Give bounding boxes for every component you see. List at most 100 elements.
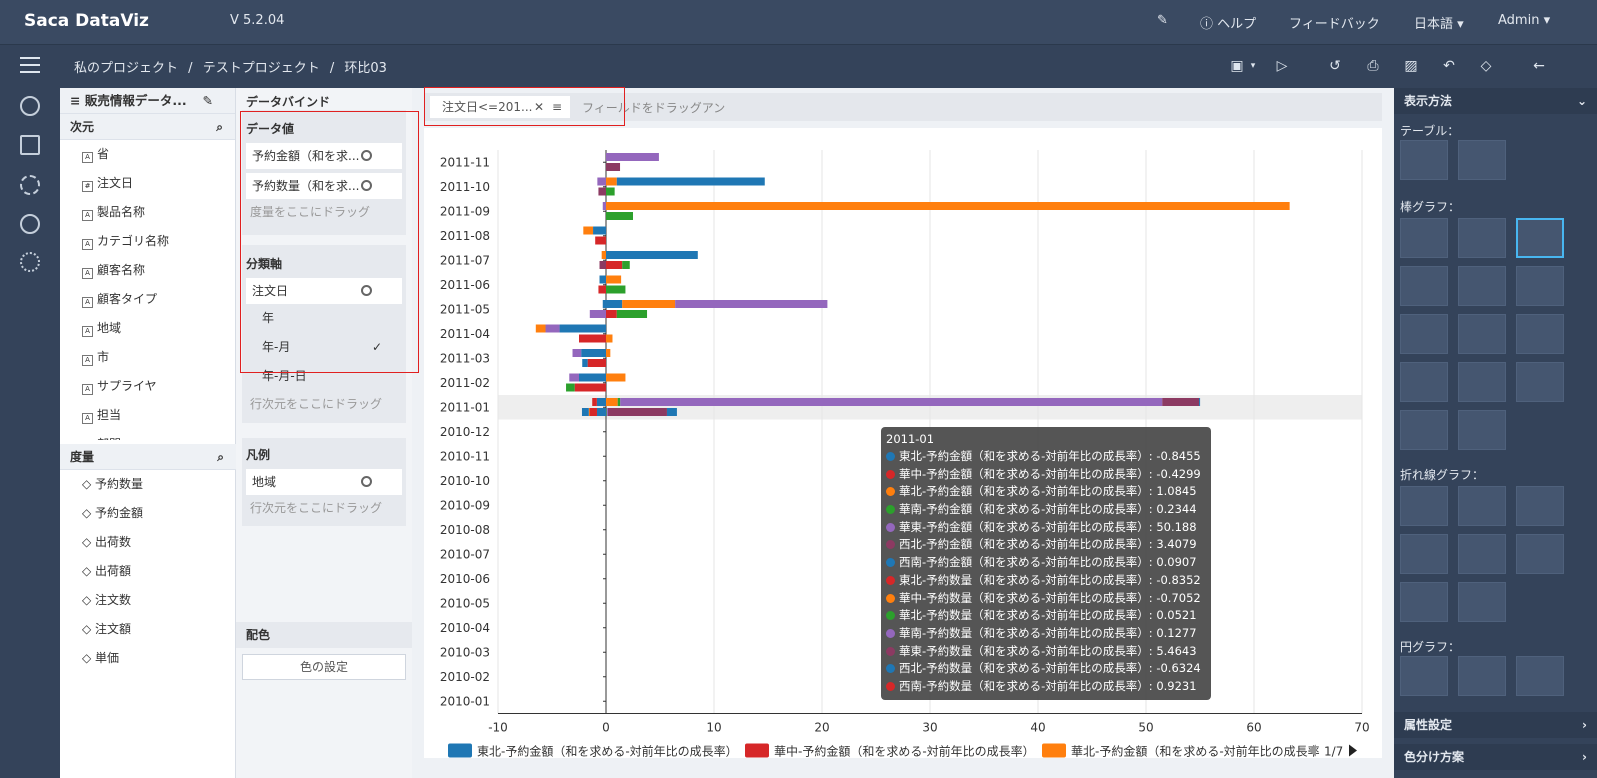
display-header[interactable]: 表示方法 ⌄ (1394, 88, 1597, 114)
dimension-item[interactable]: A 地域 (60, 314, 235, 343)
axis-drop-hint[interactable]: 行次元をここにドラッグ (250, 397, 383, 411)
measure-item[interactable]: ◇ 予約数量 (60, 470, 236, 499)
area-chart-thumb[interactable] (1458, 534, 1506, 574)
color-settings-button[interactable]: 色の設定 (242, 654, 406, 680)
breadcrumb-item[interactable]: 私のプロジェクト (74, 61, 179, 76)
quantity-bar (598, 285, 606, 294)
print-icon[interactable]: ⎙ (1367, 58, 1379, 74)
bar-line-chart-thumb[interactable] (1458, 314, 1506, 354)
image-icon[interactable]: ▨ (1404, 58, 1418, 74)
line-chart-thumb[interactable] (1400, 486, 1448, 526)
gear-icon[interactable] (361, 285, 372, 296)
user-menu[interactable]: Admin ▾ (1498, 13, 1551, 28)
pie-chart-thumb[interactable] (1458, 656, 1506, 696)
gear-icon[interactable] (361, 476, 372, 487)
dimension-item[interactable]: A カテゴリ名称 (60, 227, 235, 256)
datasource-name[interactable]: 販売情報データ... (84, 93, 187, 108)
waterfall-chart-thumb[interactable] (1458, 410, 1506, 450)
app-logo: Saca DataViz (24, 11, 149, 31)
attribute-settings[interactable]: 属性設定 › (1394, 712, 1597, 738)
axis-option-selected[interactable]: 年-月 ✓ (242, 333, 406, 362)
line-chart-thumb[interactable] (1458, 582, 1506, 622)
search-icon[interactable]: ⌕ (217, 450, 224, 464)
dimension-item[interactable]: A サプライヤ (60, 372, 235, 401)
sync-icon[interactable] (20, 175, 40, 195)
monitor-icon[interactable] (20, 135, 40, 155)
bar-chart[interactable]: -10 0 10 20 30 40 50 60 70 2011-11 2011-10 2011-09 2… (424, 128, 1382, 759)
color-scheme[interactable]: 色分け方案 › (1394, 744, 1597, 770)
language-select[interactable]: 日本語 ▾ (1414, 17, 1464, 32)
donut-chart-thumb[interactable] (1516, 656, 1564, 696)
parallel-chart-thumb[interactable] (1400, 582, 1448, 622)
settings-icon[interactable] (20, 252, 40, 272)
tag-icon[interactable]: ◇ (1480, 58, 1492, 74)
filter-drop-hint[interactable]: フィールドをドラッグアン (582, 101, 726, 115)
legend-drop-hint[interactable]: 行次元をここにドラッグ (250, 501, 383, 515)
play-icon[interactable] (20, 214, 40, 234)
radial-bar-chart-thumb[interactable] (1516, 362, 1564, 402)
dimension-item[interactable]: A 担当 (60, 401, 235, 430)
measure-item[interactable]: ◇ 注文額 (60, 615, 236, 644)
dimension-item[interactable]: A 顧客名称 (60, 256, 235, 285)
preview-icon[interactable]: ▷ (1276, 58, 1288, 74)
area-chart-thumb[interactable] (1400, 534, 1448, 574)
list-icon[interactable]: ≡ (551, 100, 562, 114)
step-area-chart-thumb[interactable] (1516, 534, 1564, 574)
dimension-item[interactable]: A 顧客タイプ (60, 285, 235, 314)
legend-pill[interactable]: 地域 (246, 469, 402, 495)
breadcrumb-item[interactable]: テストプロジェクト (202, 61, 320, 76)
tooltip-row: 西南-予約数量（和を求める-対前年比の成長率）: 0.9231 (886, 678, 1206, 696)
dimension-item[interactable]: A 製品名称 (60, 198, 235, 227)
back-icon[interactable]: ← (1533, 58, 1545, 74)
chevron-down-icon[interactable]: ⌄ (1576, 94, 1587, 108)
3d-bar-chart-thumb[interactable] (1400, 362, 1448, 402)
axis-pill[interactable]: 注文日 (246, 278, 402, 304)
undo-icon[interactable]: ↶ (1443, 58, 1455, 74)
measure-item[interactable]: ◇ 出荷数 (60, 528, 236, 557)
feedback-link[interactable]: フィードバック (1289, 17, 1380, 32)
line-chart-thumb[interactable] (1458, 486, 1506, 526)
stacked-bar-chart-thumb[interactable] (1400, 266, 1448, 306)
pie-chart-thumb[interactable] (1400, 656, 1448, 696)
user-icon[interactable] (20, 96, 40, 116)
value-pill[interactable]: 予約数量（和を求... (246, 173, 402, 199)
gear-icon[interactable] (361, 150, 372, 161)
help-link[interactable]: ⓘ ヘルプ (1200, 17, 1257, 32)
horizontal-bar-chart-thumb[interactable] (1516, 218, 1564, 258)
value-pill[interactable]: 予約金額（和を求... (246, 143, 402, 169)
table-chart-thumb[interactable] (1400, 140, 1448, 180)
measure-label: 予約数量 (95, 477, 144, 491)
stacked-bar-chart-thumb[interactable] (1458, 266, 1506, 306)
save-icon[interactable]: ▣ (1230, 58, 1244, 74)
search-icon[interactable]: ⌕ (216, 120, 223, 134)
measure-item[interactable]: ◇ 出荷額 (60, 557, 236, 586)
text-field-icon: A (82, 326, 93, 337)
filter-chip[interactable]: 注文日<=201... ✕ ≡ (430, 96, 570, 118)
history-icon[interactable]: ↺ (1329, 58, 1341, 74)
stacked-hbar-chart-thumb[interactable] (1516, 266, 1564, 306)
gantt-chart-thumb[interactable] (1516, 314, 1564, 354)
cylinder-chart-thumb[interactable] (1458, 362, 1506, 402)
hamburger-menu-icon[interactable] (20, 57, 40, 75)
save-dropdown-icon[interactable]: ▾ (1250, 61, 1256, 71)
dimension-item[interactable]: # 注文日 (60, 169, 235, 198)
gear-icon[interactable] (361, 180, 372, 191)
measure-item[interactable]: ◇ 注文数 (60, 586, 236, 615)
edit-icon[interactable]: ✎ (1157, 13, 1168, 28)
line-chart-thumb[interactable] (1516, 486, 1564, 526)
dimension-item[interactable]: A部門 (60, 430, 235, 440)
values-drop-hint[interactable]: 度量をここにドラッグ (250, 205, 371, 219)
bar-chart-thumb[interactable] (1400, 218, 1448, 258)
axis-option[interactable]: 年 (262, 311, 275, 325)
close-icon[interactable]: ✕ (533, 100, 544, 114)
legend-dot-icon (886, 540, 895, 550)
measure-item[interactable]: ◇ 予約金額 (60, 499, 236, 528)
polar-chart-thumb[interactable] (1400, 410, 1448, 450)
measure-item[interactable]: ◇ 単価 (60, 644, 236, 673)
bar-chart-thumb[interactable] (1458, 218, 1506, 258)
crosstable-chart-thumb[interactable] (1458, 140, 1506, 180)
bar-chart-thumb[interactable] (1400, 314, 1448, 354)
edit-datasource-icon[interactable]: ✎ (202, 93, 213, 108)
